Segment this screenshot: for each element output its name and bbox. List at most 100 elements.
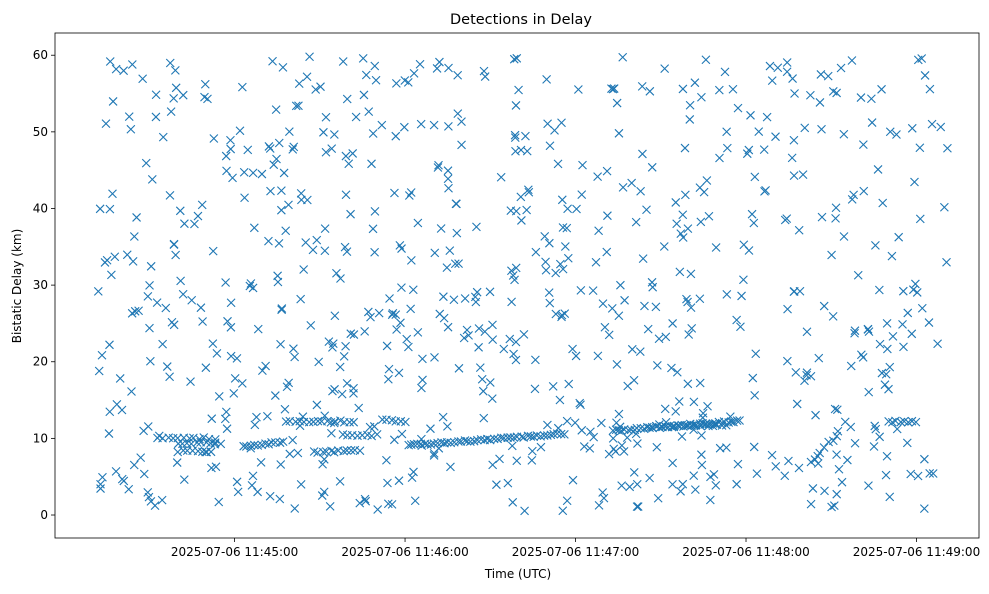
data-point-marker [837, 477, 847, 487]
data-point-marker [208, 246, 218, 256]
data-point-marker [856, 350, 866, 360]
data-point-marker [237, 378, 247, 388]
data-point-marker [685, 100, 695, 110]
data-point-marker [275, 494, 285, 504]
data-point-marker [732, 315, 742, 325]
data-point-marker [434, 160, 443, 170]
data-point-marker [111, 467, 121, 476]
data-point-marker [454, 259, 463, 268]
data-point-marker [339, 351, 349, 361]
data-point-marker [627, 344, 637, 354]
data-point-marker [126, 124, 136, 134]
data-point-marker [887, 251, 897, 261]
data-point-marker [645, 86, 655, 96]
data-point-marker [248, 168, 258, 178]
data-point-marker [511, 263, 521, 273]
data-point-marker [346, 446, 356, 455]
data-point-marker [342, 379, 352, 388]
data-point-marker [568, 344, 577, 354]
data-point-marker [899, 342, 908, 352]
data-point-marker [839, 129, 849, 139]
data-point-marker [705, 495, 715, 505]
data-point-marker [291, 101, 301, 111]
data-point-marker [179, 475, 189, 485]
data-point-marker [278, 63, 288, 72]
data-point-marker [850, 438, 860, 448]
data-point-marker [829, 501, 839, 511]
data-point-marker [510, 133, 520, 142]
data-point-marker [430, 248, 440, 258]
data-point-marker [846, 361, 856, 371]
data-point-marker [735, 416, 744, 425]
data-point-marker [511, 101, 521, 110]
data-point-marker [358, 54, 368, 63]
data-point-marker [915, 143, 925, 153]
data-point-marker [280, 404, 290, 414]
data-point-marker [717, 421, 727, 430]
data-point-marker [474, 324, 484, 333]
data-point-marker [145, 281, 154, 290]
data-point-marker [209, 134, 219, 143]
data-point-marker [416, 119, 426, 129]
data-point-marker [678, 479, 688, 489]
data-point-marker [593, 351, 603, 361]
data-point-marker [885, 492, 895, 502]
data-point-marker [301, 238, 311, 247]
data-point-marker [314, 357, 324, 367]
data-point-marker [336, 274, 345, 283]
data-point-marker [178, 289, 188, 299]
data-point-marker [549, 429, 559, 439]
data-point-marker [794, 225, 804, 235]
data-point-marker [298, 412, 308, 422]
data-point-marker [276, 460, 286, 469]
data-point-marker [339, 446, 349, 456]
data-point-marker [911, 417, 921, 427]
data-point-marker [196, 303, 206, 313]
data-point-marker [110, 252, 120, 262]
data-point-marker [784, 456, 793, 466]
data-point-marker [143, 422, 153, 431]
data-point-marker [104, 429, 114, 438]
data-point-marker [695, 294, 705, 304]
data-point-marker [553, 159, 563, 169]
data-point-marker [882, 344, 892, 354]
data-point-marker [736, 322, 745, 332]
data-point-marker [512, 456, 522, 466]
data-point-marker [791, 367, 801, 377]
data-point-marker [364, 107, 374, 117]
data-point-marker [617, 481, 627, 491]
data-point-marker [453, 70, 463, 80]
data-point-marker [747, 209, 757, 219]
data-point-marker [571, 351, 581, 361]
data-point-marker [827, 250, 836, 260]
data-point-marker [129, 460, 139, 470]
data-point-marker [871, 240, 880, 250]
data-point-marker [429, 451, 439, 460]
data-point-marker [902, 438, 912, 448]
data-point-marker [276, 186, 286, 195]
data-point-marker [211, 462, 221, 472]
data-point-marker [817, 124, 826, 134]
data-point-marker [165, 372, 175, 382]
data-point-marker [178, 90, 188, 100]
data-point-marker [335, 362, 345, 372]
data-point-marker [885, 127, 895, 137]
data-point-marker [541, 257, 550, 267]
data-point-marker [96, 484, 105, 493]
data-point-marker [577, 190, 587, 200]
data-point-marker [908, 285, 918, 295]
data-point-marker [108, 97, 118, 106]
data-point-marker [560, 309, 570, 318]
data-point-marker [442, 437, 452, 447]
data-point-marker [511, 355, 521, 365]
data-point-marker [765, 61, 775, 71]
data-point-marker [839, 232, 849, 241]
data-point-marker [563, 204, 572, 214]
data-point-marker [570, 418, 580, 428]
data-point-marker [697, 92, 706, 102]
data-point-marker [884, 384, 893, 394]
data-point-marker [478, 386, 488, 396]
data-point-marker [162, 362, 172, 371]
data-point-marker [544, 288, 554, 297]
data-point-marker [312, 400, 322, 410]
